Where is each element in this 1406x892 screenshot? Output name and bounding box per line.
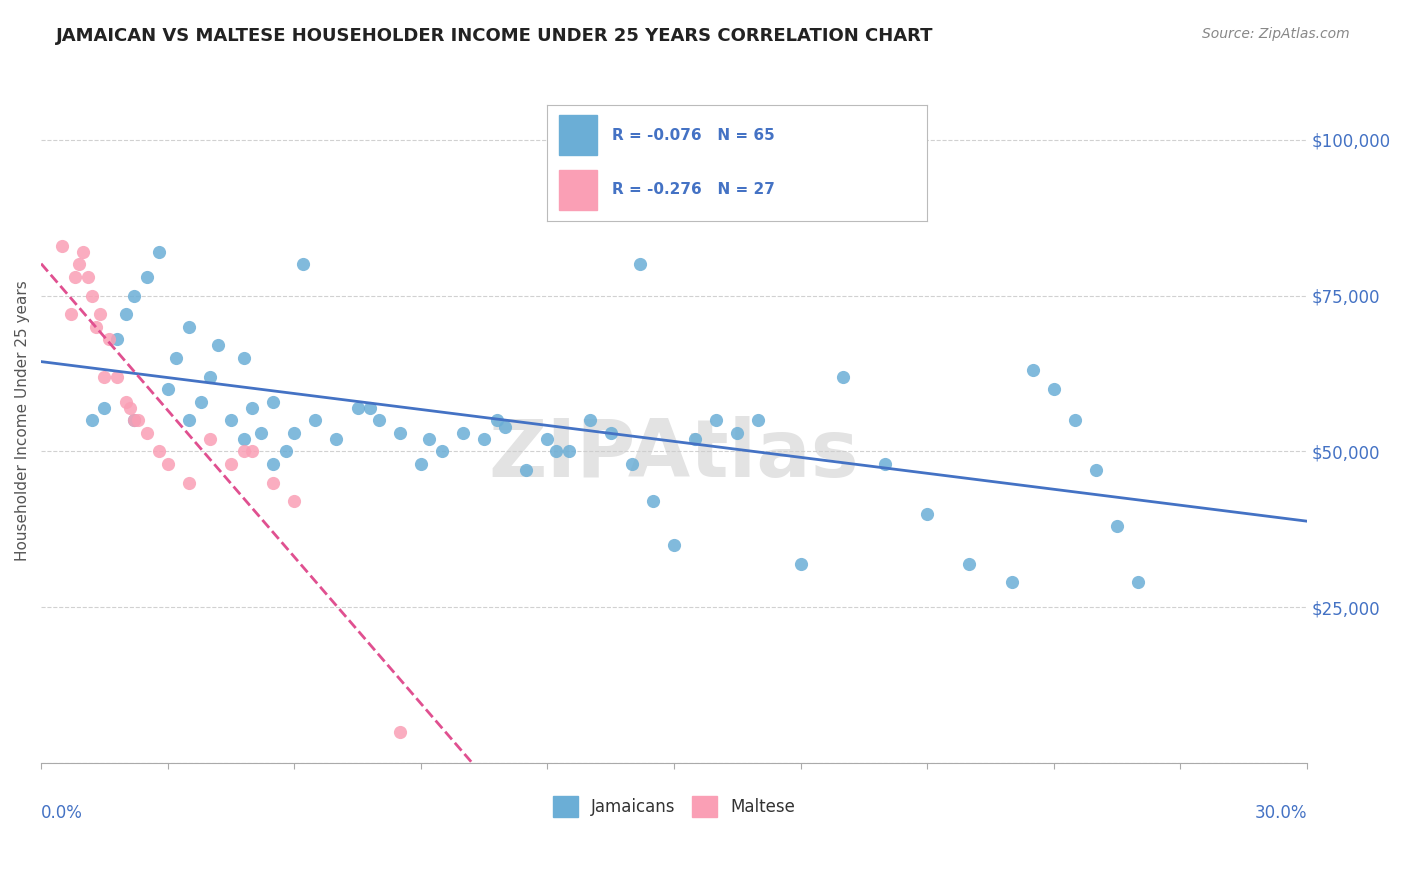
Point <box>232 432 254 446</box>
Text: 0.0%: 0.0% <box>41 805 83 822</box>
Point <box>641 494 664 508</box>
Point <box>89 307 111 321</box>
Point <box>1001 575 1024 590</box>
Point <box>80 288 103 302</box>
Point <box>536 432 558 446</box>
Text: ZIPAtlas: ZIPAtlas <box>489 416 859 493</box>
Point <box>232 351 254 365</box>
Point <box>240 444 263 458</box>
Point <box>599 189 621 203</box>
Point <box>789 557 811 571</box>
Point <box>325 432 347 446</box>
Point <box>494 419 516 434</box>
Point <box>1064 413 1087 427</box>
Point <box>725 425 748 440</box>
Point <box>262 457 284 471</box>
Point <box>367 413 389 427</box>
Point <box>662 538 685 552</box>
Point <box>114 394 136 409</box>
Point <box>135 425 157 440</box>
Point <box>1043 382 1066 396</box>
Point <box>67 257 90 271</box>
Point <box>451 425 474 440</box>
Point <box>105 369 128 384</box>
Point <box>72 244 94 259</box>
Point <box>515 463 537 477</box>
Point <box>198 432 221 446</box>
Text: 30.0%: 30.0% <box>1254 805 1308 822</box>
Point <box>122 413 145 427</box>
Point <box>122 413 145 427</box>
Point <box>274 444 297 458</box>
Point <box>190 394 212 409</box>
Point <box>177 475 200 490</box>
Point <box>599 425 621 440</box>
Point <box>198 369 221 384</box>
Point <box>283 425 305 440</box>
Point <box>747 413 769 427</box>
Point <box>165 351 187 365</box>
Point <box>430 444 453 458</box>
Point <box>114 307 136 321</box>
Point <box>156 457 179 471</box>
Point <box>485 413 508 427</box>
Point <box>959 557 981 571</box>
Point <box>51 238 73 252</box>
Point <box>177 319 200 334</box>
Point <box>1107 519 1129 533</box>
Point <box>105 332 128 346</box>
Point <box>219 457 242 471</box>
Point <box>262 475 284 490</box>
Point <box>409 457 432 471</box>
Point <box>59 307 82 321</box>
Point <box>544 444 567 458</box>
Point <box>557 444 579 458</box>
Point <box>84 319 107 334</box>
Point <box>148 244 170 259</box>
Point <box>578 413 600 427</box>
Point <box>291 257 314 271</box>
Point <box>1022 363 1045 377</box>
Point <box>80 413 103 427</box>
Point <box>683 432 706 446</box>
Point <box>63 269 86 284</box>
Point <box>1128 575 1150 590</box>
Point <box>156 382 179 396</box>
Point <box>76 269 98 284</box>
Point <box>1085 463 1108 477</box>
Point <box>135 269 157 284</box>
Point <box>93 369 115 384</box>
Point <box>418 432 440 446</box>
Point <box>704 413 727 427</box>
Point <box>628 257 651 271</box>
Point <box>915 507 938 521</box>
Point <box>93 401 115 415</box>
Point <box>232 444 254 458</box>
Text: Source: ZipAtlas.com: Source: ZipAtlas.com <box>1202 27 1350 41</box>
Point <box>97 332 120 346</box>
Text: JAMAICAN VS MALTESE HOUSEHOLDER INCOME UNDER 25 YEARS CORRELATION CHART: JAMAICAN VS MALTESE HOUSEHOLDER INCOME U… <box>56 27 934 45</box>
Point <box>122 288 145 302</box>
Point <box>388 425 411 440</box>
Point <box>388 725 411 739</box>
Point <box>148 444 170 458</box>
Point <box>177 413 200 427</box>
Point <box>219 413 242 427</box>
Point <box>304 413 326 427</box>
Point <box>127 413 149 427</box>
Point <box>249 425 271 440</box>
Point <box>207 338 229 352</box>
Point <box>472 432 495 446</box>
Y-axis label: Householder Income Under 25 years: Householder Income Under 25 years <box>15 280 30 561</box>
Point <box>118 401 141 415</box>
Point <box>283 494 305 508</box>
Point <box>359 401 381 415</box>
Point <box>873 457 896 471</box>
Legend: Jamaicans, Maltese: Jamaicans, Maltese <box>546 789 801 823</box>
Point <box>346 401 368 415</box>
Point <box>240 401 263 415</box>
Point <box>620 457 643 471</box>
Point <box>831 369 853 384</box>
Point <box>262 394 284 409</box>
